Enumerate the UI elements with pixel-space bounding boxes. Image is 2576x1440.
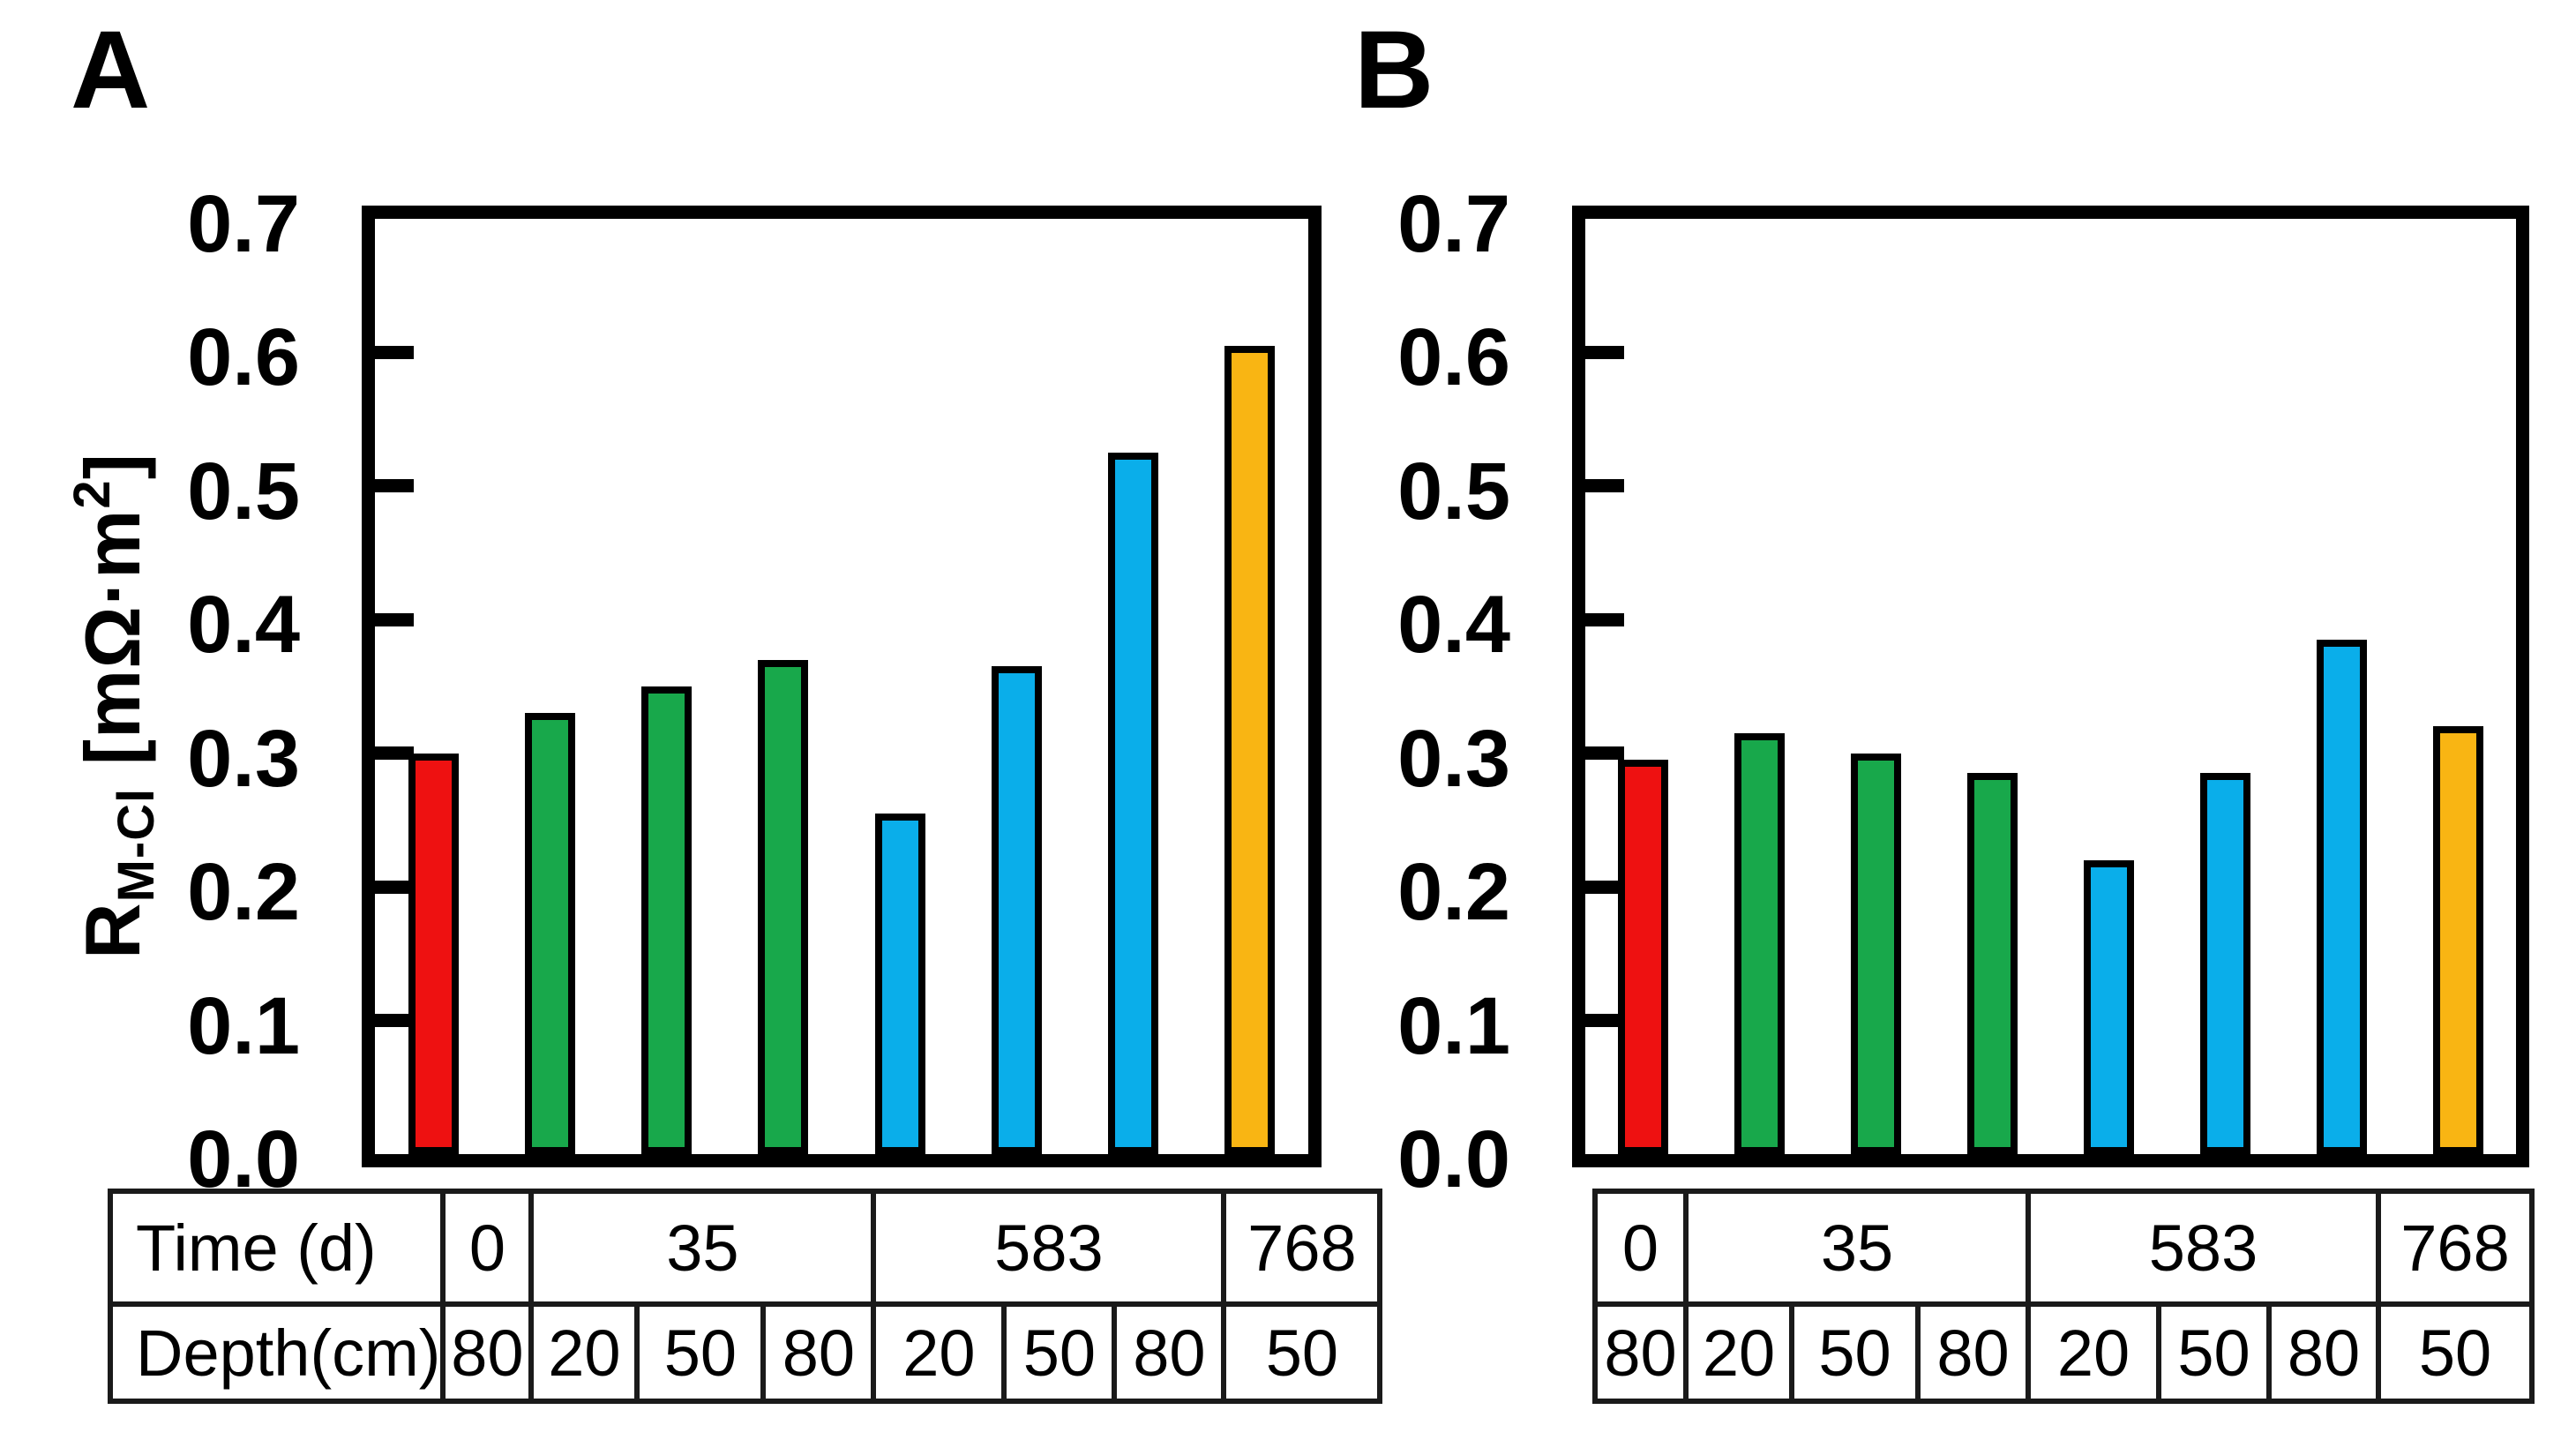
- table-b-time-768: 768: [2376, 1189, 2535, 1307]
- panel-b-bar-4-time35d-depth80cm: [1967, 773, 2018, 1154]
- panel-a-ytick-label-0.3: 0.3: [187, 714, 300, 804]
- panel-b-ytick-mark: [1585, 746, 1624, 760]
- panel-a-ytick-label-0.6: 0.6: [187, 312, 300, 402]
- panel-a-ytick-label-0.7: 0.7: [187, 179, 300, 269]
- panel-a-ytick-label-0.5: 0.5: [187, 446, 300, 536]
- panel-a-ytick-label-0.2: 0.2: [187, 847, 300, 937]
- table-b-time-35: 35: [1683, 1189, 2031, 1307]
- table-a-time-35: 35: [528, 1189, 877, 1307]
- panel-a-label: A: [71, 9, 151, 131]
- panel-b-ytick-mark: [1585, 881, 1624, 894]
- plot-area-panel-b: [1572, 206, 2529, 1167]
- table-b-time-0: 0: [1592, 1189, 1689, 1307]
- panel-b-ytick-label-0.0: 0.0: [1397, 1114, 1510, 1204]
- panel-a-ytick-mark: [375, 613, 414, 626]
- panel-a-ytick-mark: [375, 881, 414, 894]
- table-a-depth-cell: 80: [1112, 1301, 1227, 1404]
- table-b-depth-cell: 80: [1915, 1301, 2031, 1404]
- panel-a-ytick-mark: [375, 1014, 414, 1027]
- table-a-depth-cell: 50: [1221, 1301, 1383, 1404]
- panel-b-ytick-mark: [1585, 479, 1624, 492]
- panel-b-ytick-label-0.3: 0.3: [1397, 714, 1510, 804]
- panel-b-ytick-mark: [1585, 346, 1624, 359]
- table-b-depth-cell: 50: [2376, 1301, 2535, 1404]
- table-b-depth-cell: 20: [2026, 1301, 2161, 1404]
- panel-a-bar-1-time0d-depth80cm: [408, 754, 459, 1154]
- panel-b-bar-8-time768d-depth50cm: [2433, 726, 2483, 1154]
- table-a-time-0: 0: [440, 1189, 535, 1307]
- table-a-depth-cell: 80: [760, 1301, 877, 1404]
- panel-b-bar-3-time35d-depth50cm: [1851, 754, 1901, 1154]
- panel-a-bar-5-time583d-depth20cm: [875, 814, 925, 1154]
- panel-b-ytick-label-0.7: 0.7: [1397, 179, 1510, 269]
- table-a-header-time: Time (d): [107, 1189, 446, 1307]
- panel-a-bar-2-time35d-depth20cm: [525, 713, 575, 1154]
- table-a-depth-cell: 20: [528, 1301, 640, 1404]
- panel-b-ytick-label-0.1: 0.1: [1397, 981, 1510, 1071]
- table-a-header-depth: Depth(cm): [107, 1301, 446, 1404]
- panel-b-bar-1-time0d-depth80cm: [1618, 760, 1668, 1154]
- panel-b-bar-2-time35d-depth20cm: [1734, 733, 1785, 1154]
- table-a-depth-cell: 20: [871, 1301, 1007, 1404]
- panel-b-bar-6-time583d-depth50cm: [2200, 773, 2250, 1154]
- plot-area-panel-a: [362, 206, 1322, 1167]
- table-b-depth-cell: 80: [1592, 1301, 1689, 1404]
- panel-a-ytick-mark: [375, 746, 414, 760]
- table-b-depth-cell: 80: [2266, 1301, 2381, 1404]
- panel-b-ytick-label-0.5: 0.5: [1397, 446, 1510, 536]
- panel-a-ytick-label-0.4: 0.4: [187, 580, 300, 670]
- panel-b-label: B: [1354, 9, 1434, 131]
- table-a-time-583: 583: [871, 1189, 1227, 1307]
- panel-a-ytick-label-0.0: 0.0: [187, 1114, 300, 1204]
- panel-a-bar-4-time35d-depth80cm: [758, 660, 808, 1154]
- table-a-depth-cell: 50: [634, 1301, 767, 1404]
- panel-b-bar-7-time583d-depth80cm: [2317, 640, 2367, 1154]
- table-b-time-583: 583: [2026, 1189, 2381, 1307]
- panel-a-bar-3-time35d-depth50cm: [641, 686, 692, 1154]
- panel-a-bar-6-time583d-depth50cm: [992, 666, 1042, 1154]
- panel-b-ytick-mark: [1585, 613, 1624, 626]
- panel-b-ytick-mark: [1585, 1014, 1624, 1027]
- table-a-depth-cell: 80: [440, 1301, 535, 1404]
- panel-a-ytick-label-0.1: 0.1: [187, 981, 300, 1071]
- panel-a-bar-8-time768d-depth50cm: [1224, 346, 1275, 1154]
- panel-a-ytick-mark: [375, 346, 414, 359]
- table-b-depth-cell: 50: [2156, 1301, 2272, 1404]
- table-a-time-768: 768: [1221, 1189, 1383, 1307]
- panel-b-ytick-label-0.4: 0.4: [1397, 580, 1510, 670]
- table-panel-a: Time (d) 0 35 583 768 Depth(cm) 80 20 50…: [107, 1189, 1383, 1404]
- panel-a-bar-7-time583d-depth80cm: [1108, 453, 1158, 1154]
- panel-b-ytick-label-0.6: 0.6: [1397, 312, 1510, 402]
- panel-b-ytick-label-0.2: 0.2: [1397, 847, 1510, 937]
- table-panel-b: 0 35 583 768 80 20 50 80 20 50 80 50: [1592, 1189, 2535, 1404]
- table-a-depth-cell: 50: [1001, 1301, 1118, 1404]
- table-b-depth-cell: 20: [1683, 1301, 1794, 1404]
- table-b-depth-cell: 50: [1789, 1301, 1921, 1404]
- panel-b-bar-5-time583d-depth20cm: [2084, 860, 2134, 1154]
- panel-a-ytick-mark: [375, 479, 414, 492]
